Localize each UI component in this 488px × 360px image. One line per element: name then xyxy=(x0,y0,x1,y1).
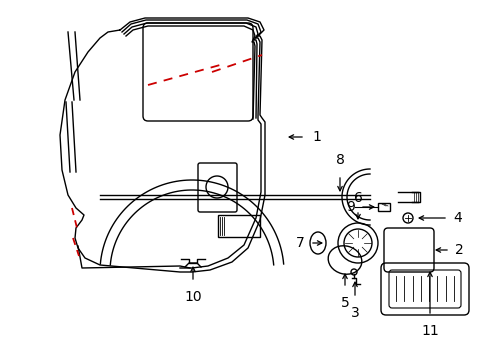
Text: 8: 8 xyxy=(335,153,344,167)
Bar xyxy=(377,203,389,211)
Text: 1: 1 xyxy=(311,130,320,144)
Text: 10: 10 xyxy=(184,290,202,304)
Bar xyxy=(218,215,260,237)
Text: 5: 5 xyxy=(340,296,348,310)
Text: 6: 6 xyxy=(353,191,362,205)
Text: 3: 3 xyxy=(350,306,359,320)
Text: 7: 7 xyxy=(296,236,305,250)
Text: 2: 2 xyxy=(454,243,463,257)
Text: 9: 9 xyxy=(346,200,354,214)
Text: 11: 11 xyxy=(420,324,438,338)
Text: 4: 4 xyxy=(452,211,461,225)
